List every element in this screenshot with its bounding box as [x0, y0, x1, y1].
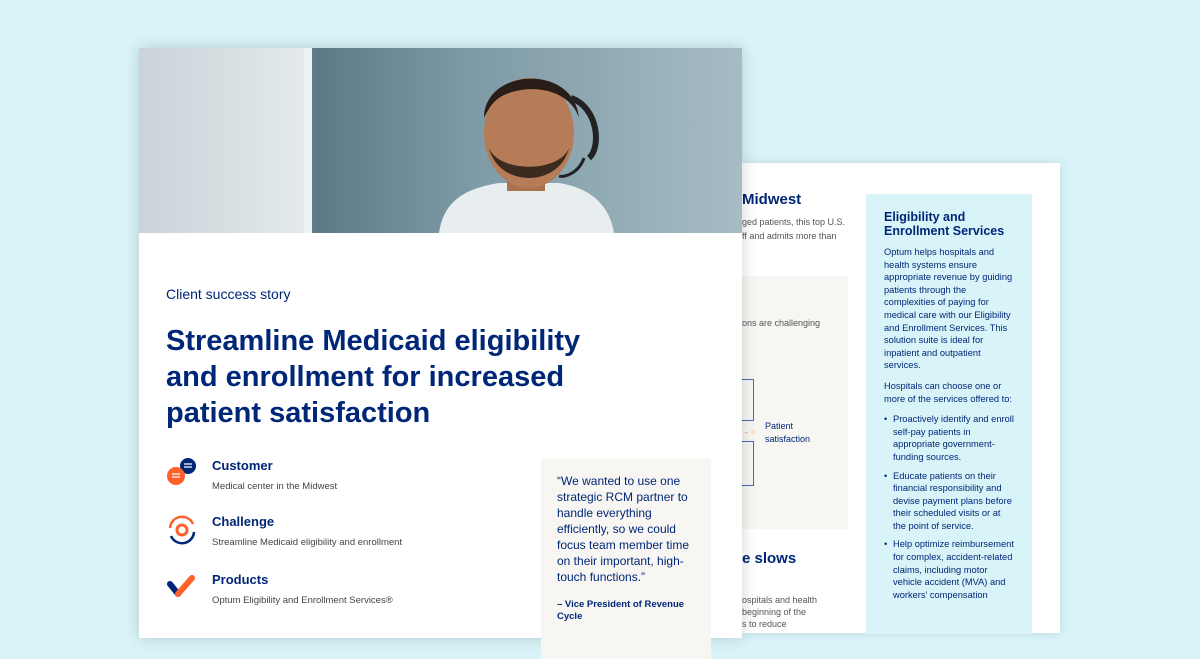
back-heading-1: Midwest [742, 191, 802, 208]
kicker: Client success story [166, 286, 291, 302]
quote-attribution: – Vice President of Revenue Cycle [557, 599, 685, 622]
service-item: Educate patients on their financial resp… [884, 470, 1014, 533]
checkmark-icon [167, 575, 195, 597]
products-label: Products [212, 572, 269, 587]
chat-bubbles-icon [167, 458, 196, 485]
diagram-label: Patient satisfaction [765, 421, 811, 444]
quote-text: “We wanted to use one strategic RCM part… [557, 474, 690, 584]
person-illustration [439, 78, 614, 233]
challenge-box: ons are challenging → ○ Patient satisfac… [740, 276, 848, 529]
back-text-line: ff and admits more than [742, 231, 837, 241]
back-text-line: ged patients, this top U.S. [742, 217, 846, 227]
challenge-value: Streamline Medicaid eligibility and enro… [212, 537, 403, 548]
arrow-icon: → ○ [742, 429, 756, 436]
back-text-line: s to reduce [742, 619, 787, 629]
monitor [139, 48, 304, 233]
diagram-box [740, 379, 754, 421]
page-title: Streamline Medicaid eligibility and enro… [166, 325, 581, 429]
testimonial-quote: “We wanted to use one strategic RCM part… [541, 459, 711, 659]
box-text: ons are challenging [742, 318, 821, 328]
back-text-line: beginning of the [742, 607, 807, 617]
services-sidebar: Eligibility and Enrollment Services Optu… [866, 194, 1032, 634]
service-item: Help optimize reimbursement for complex,… [884, 538, 1014, 601]
hero-photo [139, 48, 742, 233]
back-text-line: ospitals and health [742, 595, 818, 605]
sidebar-title: Eligibility and Enrollment Services [884, 210, 1005, 238]
sidebar-para: Optum helps hospitals and health systems… [884, 247, 1013, 371]
back-heading-2: e slows [742, 550, 797, 567]
customer-label: Customer [212, 458, 273, 473]
gear-cycle-icon [168, 515, 196, 545]
back-page: Midwest ged patients, this top U.S. ff a… [740, 163, 1060, 634]
challenge-label: Challenge [212, 514, 275, 529]
products-value: Optum Eligibility and Enrollment Service… [212, 595, 393, 606]
customer-value: Medical center in the Midwest [212, 481, 338, 492]
diagram-box [740, 441, 754, 486]
sidebar-para: Hospitals can choose one or more of the … [884, 380, 1012, 404]
front-page: Client success story Streamline Medicaid… [139, 48, 742, 659]
service-item: Proactively identify and enroll self-pay… [884, 413, 1014, 463]
services-list: Proactively identify and enroll self-pay… [884, 413, 1014, 601]
